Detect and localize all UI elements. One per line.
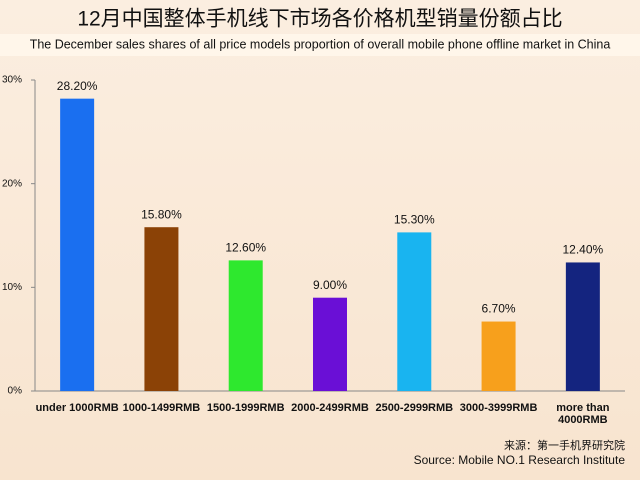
value-label: 9.00% — [313, 278, 347, 292]
bar — [565, 262, 600, 391]
y-tick-label: 30% — [2, 75, 22, 86]
bar — [144, 227, 179, 391]
bar — [228, 260, 263, 391]
value-label: 15.30% — [394, 213, 435, 227]
y-tick-label: 10% — [2, 282, 22, 293]
value-label: 15.80% — [141, 207, 182, 221]
x-tick-label: 2000-2499RMB — [291, 402, 369, 414]
y-tick-label: 0% — [8, 386, 23, 397]
value-label: 12.60% — [225, 241, 266, 255]
bar — [60, 98, 95, 391]
x-tick-label: more than 4000RMB — [556, 402, 610, 426]
value-label: 28.20% — [57, 79, 98, 93]
x-tick-label: 3000-3999RMB — [459, 402, 538, 414]
chart-subtitle: The December sales shares of all price m… — [30, 37, 611, 51]
y-tick-label: 20% — [2, 178, 22, 189]
bar — [313, 297, 347, 391]
bar — [397, 232, 432, 391]
value-label: 12.40% — [563, 243, 604, 257]
x-tick-label: under 1000RMB — [35, 402, 119, 414]
source-en: Source: Mobile NO.1 Research Institute — [414, 453, 626, 467]
value-label: 6.70% — [482, 302, 516, 316]
x-tick-label: 2500-2999RMB — [375, 402, 454, 414]
x-tick-label: 1500-1999RMB — [206, 402, 285, 414]
bar — [481, 321, 516, 391]
source-cn: 来源：第一手机界研究院 — [504, 438, 625, 452]
x-tick-label: 1000-1499RMB — [122, 402, 201, 414]
subtitle-band — [0, 34, 640, 56]
chart-title: 12月中国整体手机线下市场各价格机型销量份额占比 — [77, 8, 562, 31]
